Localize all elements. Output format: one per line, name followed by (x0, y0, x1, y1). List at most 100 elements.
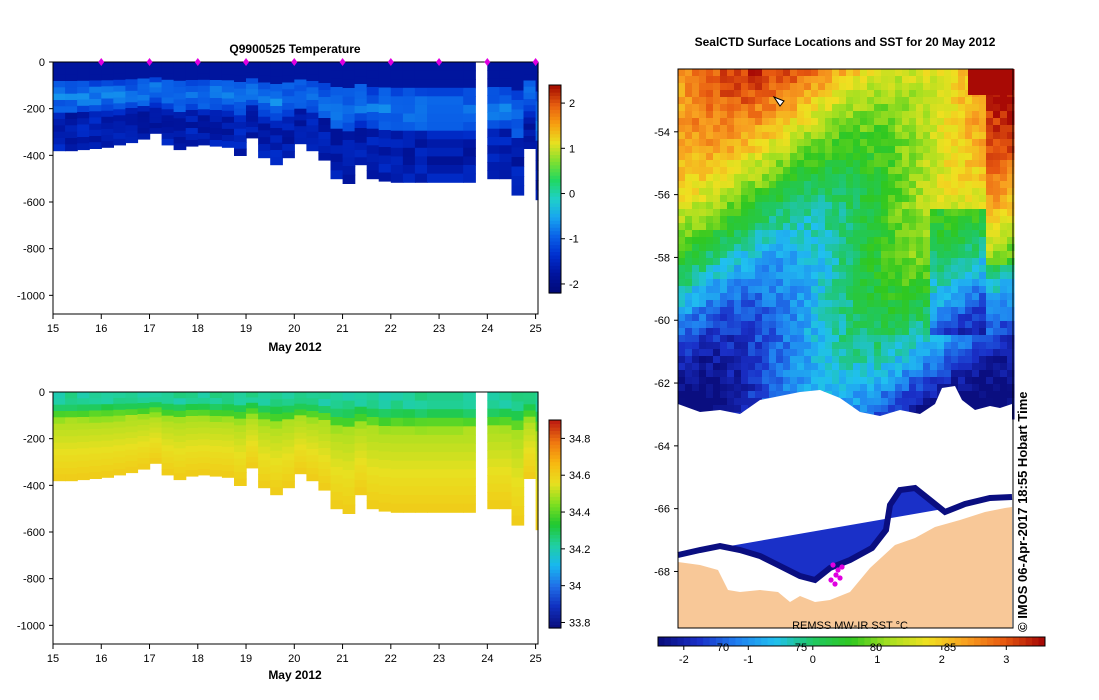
sst-cell (951, 293, 959, 301)
sst-cell (755, 146, 763, 154)
sst-cell (839, 384, 847, 392)
sst-cell (923, 216, 931, 224)
sst-cell (825, 90, 833, 98)
sst-cell (713, 342, 721, 350)
sst-cell (818, 174, 826, 182)
sst-cell (958, 153, 966, 161)
sst-cell (846, 132, 854, 140)
heatmap-cell (258, 419, 271, 427)
sst-cell (720, 349, 728, 357)
sst-cell (937, 146, 945, 154)
sst-cell (825, 132, 833, 140)
heatmap-cell (270, 69, 283, 78)
sst-cell (783, 377, 791, 385)
heatmap-cell (161, 109, 175, 116)
sst-cell (916, 244, 924, 252)
heatmap-cell (209, 104, 223, 111)
heatmap-cell (53, 461, 66, 469)
heatmap-cell (173, 423, 187, 431)
heatmap-cell (270, 399, 283, 408)
heatmap-cell (234, 425, 247, 433)
sst-cell (741, 104, 749, 112)
heatmap-cell (427, 79, 464, 89)
sst-cell (783, 202, 791, 210)
sst-cell (776, 258, 784, 266)
sst-cell (783, 195, 791, 203)
sst-cell (944, 251, 952, 259)
heatmap-cell (330, 78, 344, 88)
heatmap-cell (209, 434, 223, 441)
heatmap-cell (246, 446, 259, 453)
sst-cell (720, 216, 728, 224)
sst-cell (937, 265, 945, 273)
sst-cell (678, 237, 686, 245)
sst-cell (699, 342, 707, 350)
heatmap-cell (101, 128, 114, 136)
colorbar-segment (549, 154, 561, 159)
sst-cell (909, 405, 917, 413)
sst-cell (748, 356, 756, 364)
sst-cell (734, 216, 742, 224)
sst-cell (902, 244, 910, 252)
sst-cell (678, 293, 686, 301)
sst-cell (874, 244, 882, 252)
sst-cell (993, 111, 1001, 119)
sst-cell (888, 188, 896, 196)
sst-cell (804, 349, 812, 357)
salinity-y-axis: 0-200-400-600-800-1000 (17, 387, 53, 632)
colorbar-tick-label: -1 (743, 654, 753, 666)
heatmap-cell (161, 433, 175, 440)
sst-cell (678, 370, 686, 378)
heatmap-cell (306, 131, 320, 139)
sst-cell (734, 69, 742, 77)
heatmap-cell (137, 447, 151, 454)
sst-cell (916, 405, 924, 413)
sst-cell (860, 76, 868, 84)
sst-cell (692, 272, 700, 280)
sst-cell (965, 202, 973, 210)
sst-cell (825, 216, 833, 224)
sst-cell (874, 258, 882, 266)
sst-cell (692, 307, 700, 315)
sst-cell (965, 258, 973, 266)
sst-cell (993, 104, 1001, 112)
colorbar-segment (549, 85, 561, 90)
sst-cell (685, 174, 693, 182)
heatmap-cell (173, 130, 187, 138)
sst-cell (846, 181, 854, 189)
sst-cell (979, 97, 987, 105)
sst-cell (846, 195, 854, 203)
heatmap-cell (246, 83, 259, 90)
sst-cell (965, 174, 973, 182)
sst-cell (825, 139, 833, 147)
sst-cell (895, 398, 903, 406)
heatmap-cell (113, 421, 126, 429)
sst-cell (860, 181, 868, 189)
sst-cell (734, 181, 742, 189)
heatmap-cell (246, 435, 259, 442)
sst-cell (811, 76, 819, 84)
sst-cell (867, 244, 875, 252)
heatmap-cell (113, 62, 126, 69)
sst-cell (909, 90, 917, 98)
sst-cell (825, 83, 833, 91)
colorbar-segment (961, 637, 969, 646)
sst-cell (720, 272, 728, 280)
sst-cell (895, 279, 903, 287)
heatmap-cell (89, 123, 102, 131)
heatmap-cell (53, 436, 66, 444)
heatmap-cell (427, 122, 464, 132)
sst-cell (762, 181, 770, 189)
secondary-scale-label: 80 (870, 642, 882, 654)
sst-cell (1000, 237, 1008, 245)
sst-cell (769, 314, 777, 322)
heatmap-cell (463, 156, 476, 166)
sst-cell (930, 76, 938, 84)
sst-cell (783, 83, 791, 91)
heatmap-cell (535, 91, 539, 102)
sst-cell (979, 314, 987, 322)
heatmap-cell (511, 477, 525, 488)
sst-cell (993, 146, 1001, 154)
heatmap-cell (197, 457, 211, 464)
